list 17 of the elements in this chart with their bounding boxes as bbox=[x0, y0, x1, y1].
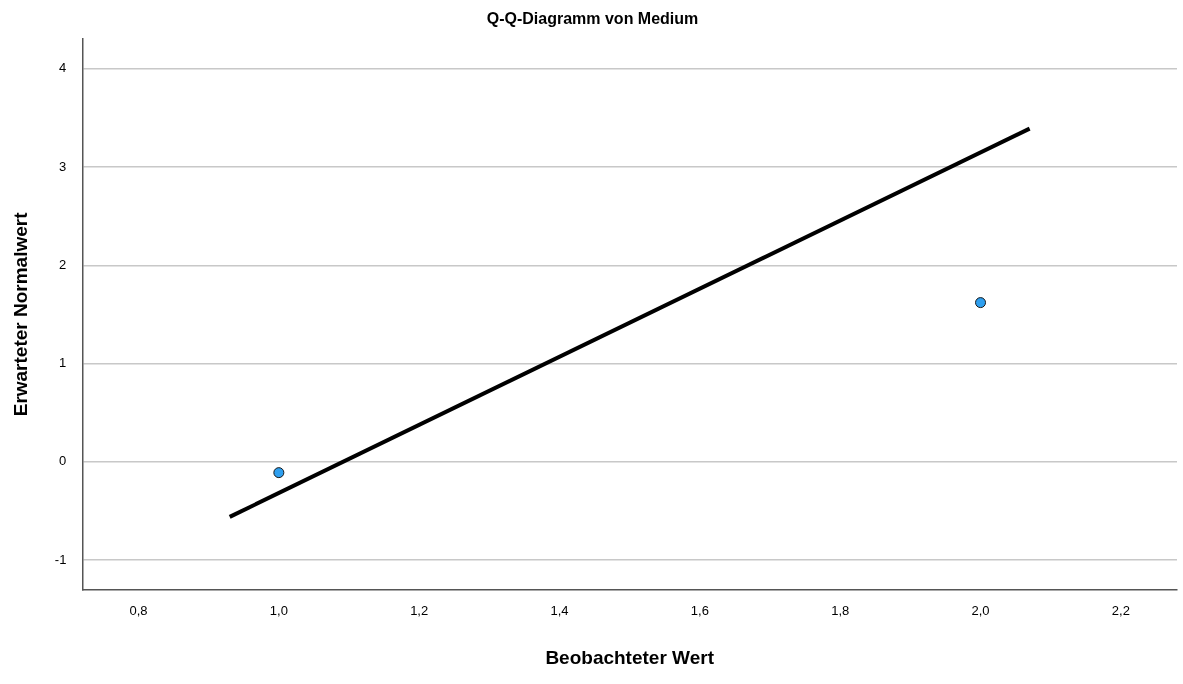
x-tick-label: 1,4 bbox=[550, 602, 569, 618]
y-tick-label: 2 bbox=[59, 256, 67, 272]
y-axis-title: Erwarteter Normalwert bbox=[9, 211, 31, 417]
y-tick-label: 1 bbox=[59, 355, 67, 371]
y-tick-label: 4 bbox=[59, 60, 67, 76]
x-tick-label: 1,6 bbox=[690, 602, 709, 618]
x-tick-label: 0,8 bbox=[129, 602, 148, 618]
x-tick-label: 1,0 bbox=[269, 602, 288, 618]
x-tick-label: 1,8 bbox=[831, 602, 850, 618]
x-tick-label: 1,2 bbox=[410, 602, 429, 618]
y-tick-label: -1 bbox=[54, 551, 67, 567]
chart-title: Q-Q-Diagramm von Medium bbox=[486, 10, 699, 28]
x-tick-label: 2,0 bbox=[971, 602, 990, 618]
x-axis-title: Beobachteter Wert bbox=[545, 646, 715, 668]
x-tick-label: 2,2 bbox=[1111, 602, 1130, 618]
y-tick-label: 0 bbox=[59, 453, 67, 469]
y-tick-label: 3 bbox=[59, 158, 67, 174]
